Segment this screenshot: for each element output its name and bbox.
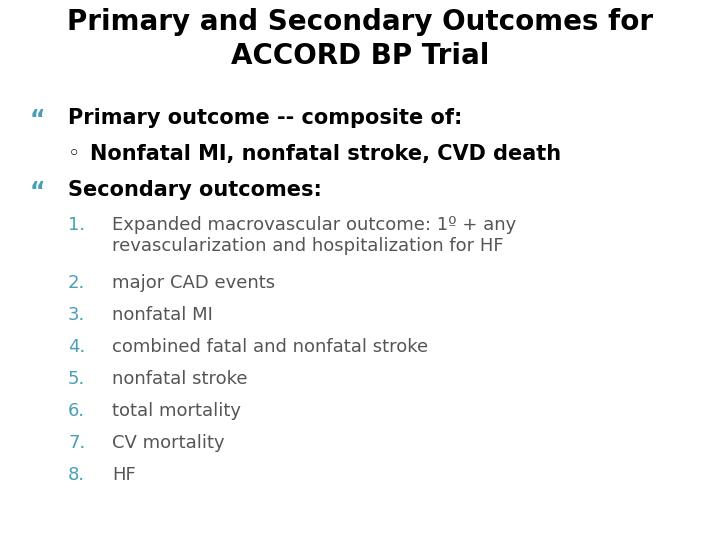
- Text: total mortality: total mortality: [112, 402, 241, 420]
- Text: 1.: 1.: [68, 216, 85, 234]
- Text: nonfatal MI: nonfatal MI: [112, 306, 213, 324]
- Text: major CAD events: major CAD events: [112, 274, 275, 292]
- Text: 3.: 3.: [68, 306, 85, 324]
- Text: “: “: [30, 108, 45, 132]
- Text: “: “: [30, 180, 45, 204]
- Text: ◦: ◦: [68, 144, 81, 164]
- Text: 6.: 6.: [68, 402, 85, 420]
- Text: 5.: 5.: [68, 370, 85, 388]
- Text: combined fatal and nonfatal stroke: combined fatal and nonfatal stroke: [112, 338, 428, 356]
- Text: CV mortality: CV mortality: [112, 434, 225, 452]
- Text: 4.: 4.: [68, 338, 85, 356]
- Text: Nonfatal MI, nonfatal stroke, CVD death: Nonfatal MI, nonfatal stroke, CVD death: [90, 144, 561, 164]
- Text: Secondary outcomes:: Secondary outcomes:: [68, 180, 322, 200]
- Text: Expanded macrovascular outcome: 1º + any
revascularization and hospitalization f: Expanded macrovascular outcome: 1º + any…: [112, 216, 516, 255]
- Text: Primary and Secondary Outcomes for
ACCORD BP Trial: Primary and Secondary Outcomes for ACCOR…: [67, 8, 653, 70]
- Text: 2.: 2.: [68, 274, 85, 292]
- Text: 7.: 7.: [68, 434, 85, 452]
- Text: HF: HF: [112, 466, 136, 484]
- Text: 8.: 8.: [68, 466, 85, 484]
- Text: nonfatal stroke: nonfatal stroke: [112, 370, 248, 388]
- Text: Primary outcome -- composite of:: Primary outcome -- composite of:: [68, 108, 462, 128]
